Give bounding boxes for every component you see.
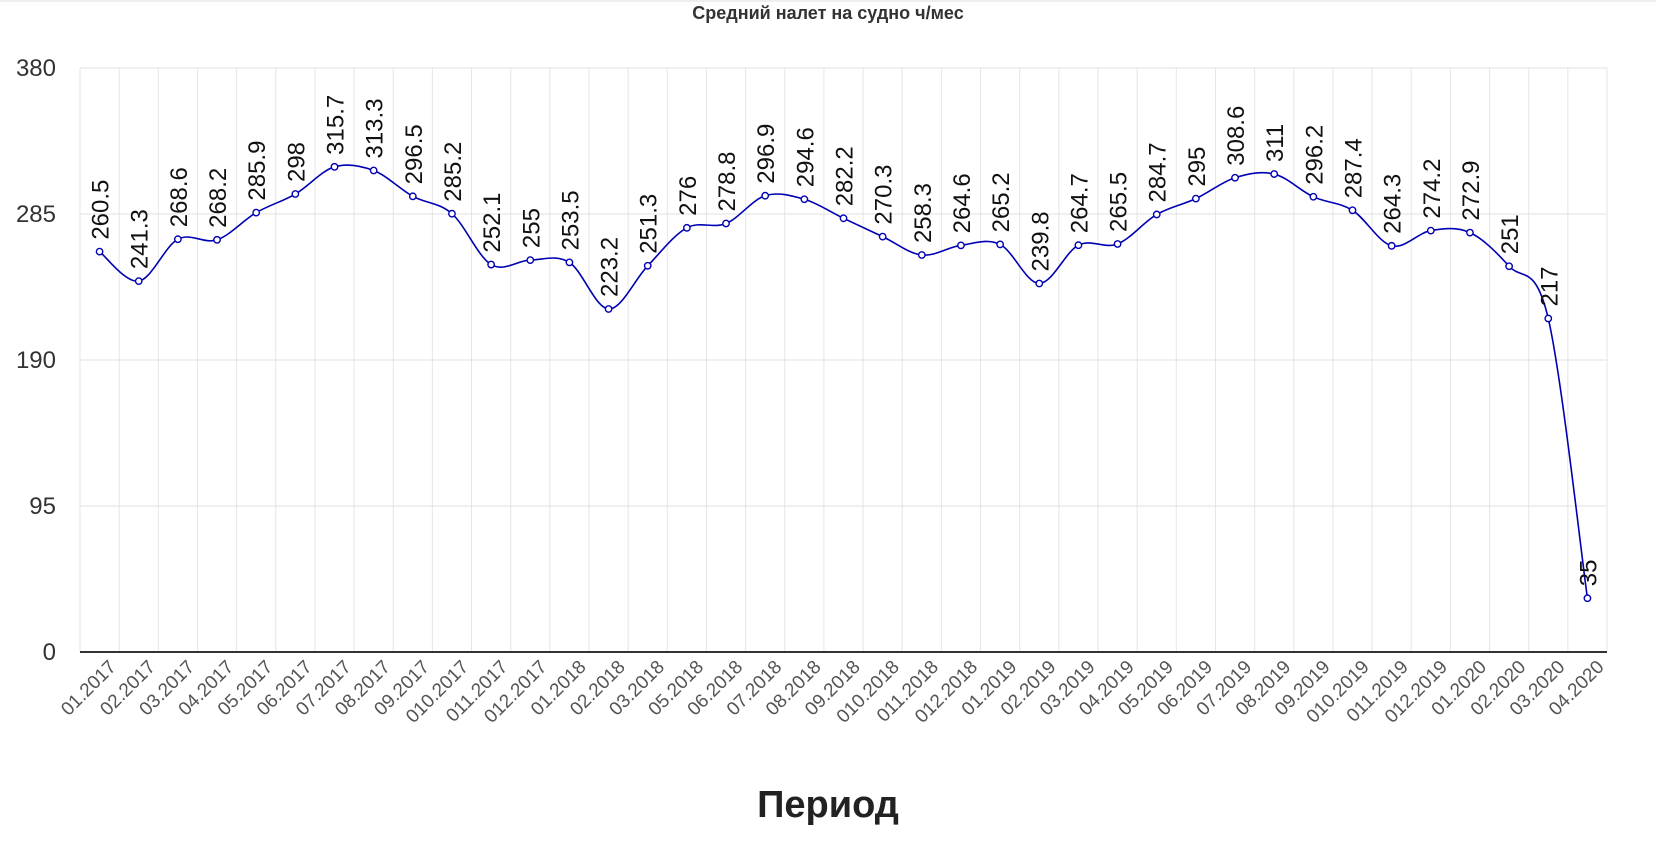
series-line-group — [95, 162, 1592, 603]
data-point — [957, 241, 965, 250]
data-label: 251 — [1497, 214, 1524, 254]
x-axis-title: Период — [757, 784, 899, 826]
data-label: 285.2 — [440, 142, 467, 202]
data-label: 294.6 — [792, 127, 819, 187]
data-point — [448, 209, 456, 218]
data-label: 241.3 — [127, 209, 154, 269]
data-label: 278.8 — [714, 151, 741, 211]
data-label: 264.7 — [1066, 173, 1093, 233]
data-label: 217 — [1536, 266, 1563, 306]
data-label: 285.9 — [244, 141, 271, 201]
data-label: 276 — [675, 176, 702, 216]
data-label: 252.1 — [479, 192, 506, 252]
data-point — [1113, 240, 1122, 248]
data-label: 223.2 — [597, 237, 624, 297]
data-label: 311 — [1262, 124, 1289, 162]
data-point — [761, 191, 770, 200]
data-label: 295 — [1184, 147, 1211, 187]
data-label: 287.4 — [1341, 138, 1368, 198]
data-point — [1231, 173, 1239, 182]
data-label: 268.6 — [166, 167, 193, 227]
data-point — [917, 251, 926, 259]
data-point — [487, 260, 496, 269]
data-point — [1152, 210, 1161, 219]
data-label: 296.9 — [753, 124, 780, 184]
data-point — [213, 235, 221, 244]
data-label: 313.3 — [362, 98, 389, 158]
data-point — [878, 232, 887, 241]
data-point — [996, 240, 1005, 249]
data-label: 296.2 — [1301, 125, 1328, 185]
data-labels: 260.5 241.3 268.6 268.2 285.9 298 315.7 313.3 29… — [88, 95, 1603, 586]
data-label: 265.5 — [1106, 172, 1133, 232]
y-tick-label: 95 — [29, 493, 56, 520]
data-point — [252, 208, 261, 217]
series-line — [99, 164, 1589, 599]
data-label: 253.5 — [557, 190, 584, 250]
data-label: 284.7 — [1145, 142, 1172, 202]
data-label: 308.6 — [1223, 106, 1250, 166]
data-point — [800, 195, 809, 204]
data-point — [565, 258, 574, 267]
data-point — [408, 192, 417, 201]
data-label: 255 — [518, 208, 545, 248]
data-point — [1426, 226, 1435, 235]
data-point — [1466, 228, 1474, 237]
data-point — [134, 277, 143, 286]
y-tick-label: 285 — [16, 201, 56, 228]
y-tick-labels: 0 95 190 285 380 — [16, 55, 56, 666]
data-point — [291, 190, 300, 198]
x-tick-labels: 01.201702.201703.201704.201705.201706.20… — [57, 657, 1608, 728]
data-point — [1270, 170, 1279, 178]
data-label: 260.5 — [88, 180, 115, 240]
data-point — [526, 256, 535, 265]
data-point — [1505, 262, 1514, 271]
data-label: 239.8 — [1027, 211, 1054, 271]
data-point — [1583, 594, 1592, 603]
data-point — [839, 214, 848, 223]
data-label: 35 — [1575, 560, 1602, 587]
data-label: 315.7 — [323, 95, 350, 155]
data-point — [173, 235, 182, 244]
data-point — [722, 219, 730, 228]
chart-title: Средний налет на судно ч/мес — [692, 3, 963, 23]
data-point — [1191, 194, 1200, 203]
data-point — [330, 162, 339, 171]
data-label: 264.3 — [1380, 174, 1407, 234]
data-point — [1309, 192, 1318, 201]
y-tick-label: 0 — [43, 639, 56, 666]
data-point — [1544, 314, 1553, 323]
data-label: 258.3 — [910, 183, 937, 243]
data-label: 264.6 — [949, 173, 976, 233]
data-label: 265.2 — [988, 172, 1015, 232]
data-point — [369, 166, 378, 175]
data-point — [604, 305, 613, 313]
data-point — [682, 223, 691, 232]
data-point — [95, 247, 104, 256]
data-label: 251.3 — [636, 194, 663, 254]
data-label: 298 — [283, 142, 310, 182]
data-label: 282.2 — [832, 146, 859, 206]
data-point — [1074, 241, 1083, 250]
grid — [79, 67, 1608, 652]
y-tick-label: 380 — [16, 55, 56, 82]
y-tick-label: 190 — [16, 347, 56, 374]
data-point — [1035, 279, 1044, 288]
data-label: 272.9 — [1458, 161, 1485, 221]
data-label: 274.2 — [1419, 159, 1446, 219]
data-point — [1348, 206, 1357, 215]
data-point — [1387, 241, 1396, 250]
data-point — [643, 261, 652, 270]
data-label: 270.3 — [871, 165, 898, 225]
data-label: 268.2 — [205, 168, 232, 228]
data-label: 296.5 — [401, 124, 428, 184]
